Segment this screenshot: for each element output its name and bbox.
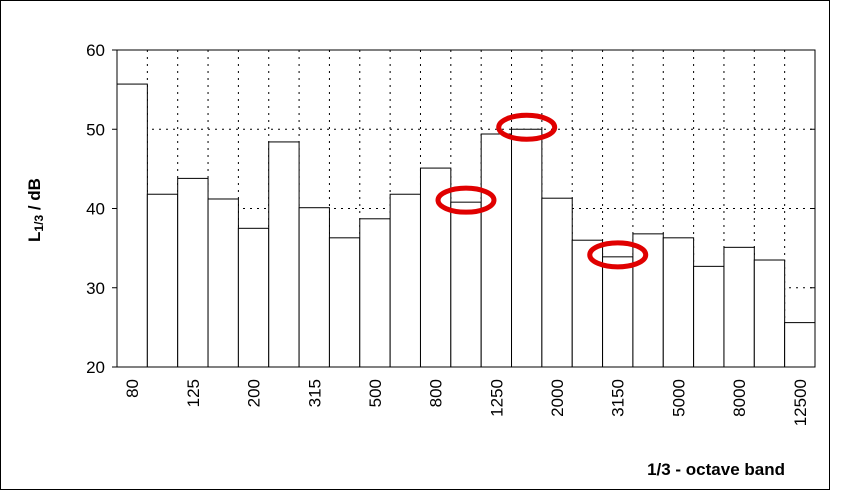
bar xyxy=(602,256,634,368)
bar xyxy=(146,193,179,368)
highlight-ellipse xyxy=(496,112,558,142)
y-tick-label: 60 xyxy=(86,41,105,60)
bar xyxy=(419,167,452,368)
bar xyxy=(511,128,543,368)
x-tick-label: 125 xyxy=(184,379,203,407)
bar xyxy=(207,198,239,368)
x-tick-label: 80 xyxy=(123,379,142,398)
bar xyxy=(116,83,148,368)
x-tick-label: 200 xyxy=(245,379,264,407)
y-axis-title: L1/3 / dB xyxy=(25,178,46,242)
bar xyxy=(268,141,300,368)
y-tick-label: 40 xyxy=(86,200,105,219)
y-tick-label: 30 xyxy=(86,279,105,298)
x-tick-label: 500 xyxy=(366,379,385,407)
x-tick-label: 315 xyxy=(305,379,324,407)
bar xyxy=(753,259,786,368)
y-title-rest: / dB xyxy=(25,178,44,215)
x-tick-label: 1250 xyxy=(487,379,506,417)
x-tick-label: 12500 xyxy=(791,379,810,426)
x-tick-label: 3150 xyxy=(609,379,628,417)
x-tick-label: 5000 xyxy=(669,379,688,417)
x-tick-label: 2000 xyxy=(548,379,567,417)
x-tick-label: 800 xyxy=(427,379,446,407)
bar xyxy=(541,197,573,368)
bar xyxy=(177,177,209,368)
plot-frame xyxy=(116,49,816,368)
bar xyxy=(571,239,604,368)
bar xyxy=(389,193,421,368)
x-axis-title: 1/3 - octave band xyxy=(647,460,785,479)
bar xyxy=(359,218,391,368)
y-title-sub: 1/3 xyxy=(32,215,46,232)
bar xyxy=(662,237,695,368)
x-tick-label: 8000 xyxy=(730,379,749,417)
bar xyxy=(723,246,755,368)
y-tick-label: 50 xyxy=(86,120,105,139)
bar xyxy=(450,201,482,368)
bar xyxy=(693,265,725,368)
bar xyxy=(298,207,330,368)
highlight-ellipse xyxy=(435,185,497,215)
y-title-main: L xyxy=(25,232,44,242)
bar xyxy=(237,227,270,368)
bar xyxy=(328,237,361,368)
y-tick-label: 20 xyxy=(86,358,105,377)
bar xyxy=(480,133,513,368)
bar xyxy=(784,322,816,368)
highlight-ellipse xyxy=(587,240,649,270)
